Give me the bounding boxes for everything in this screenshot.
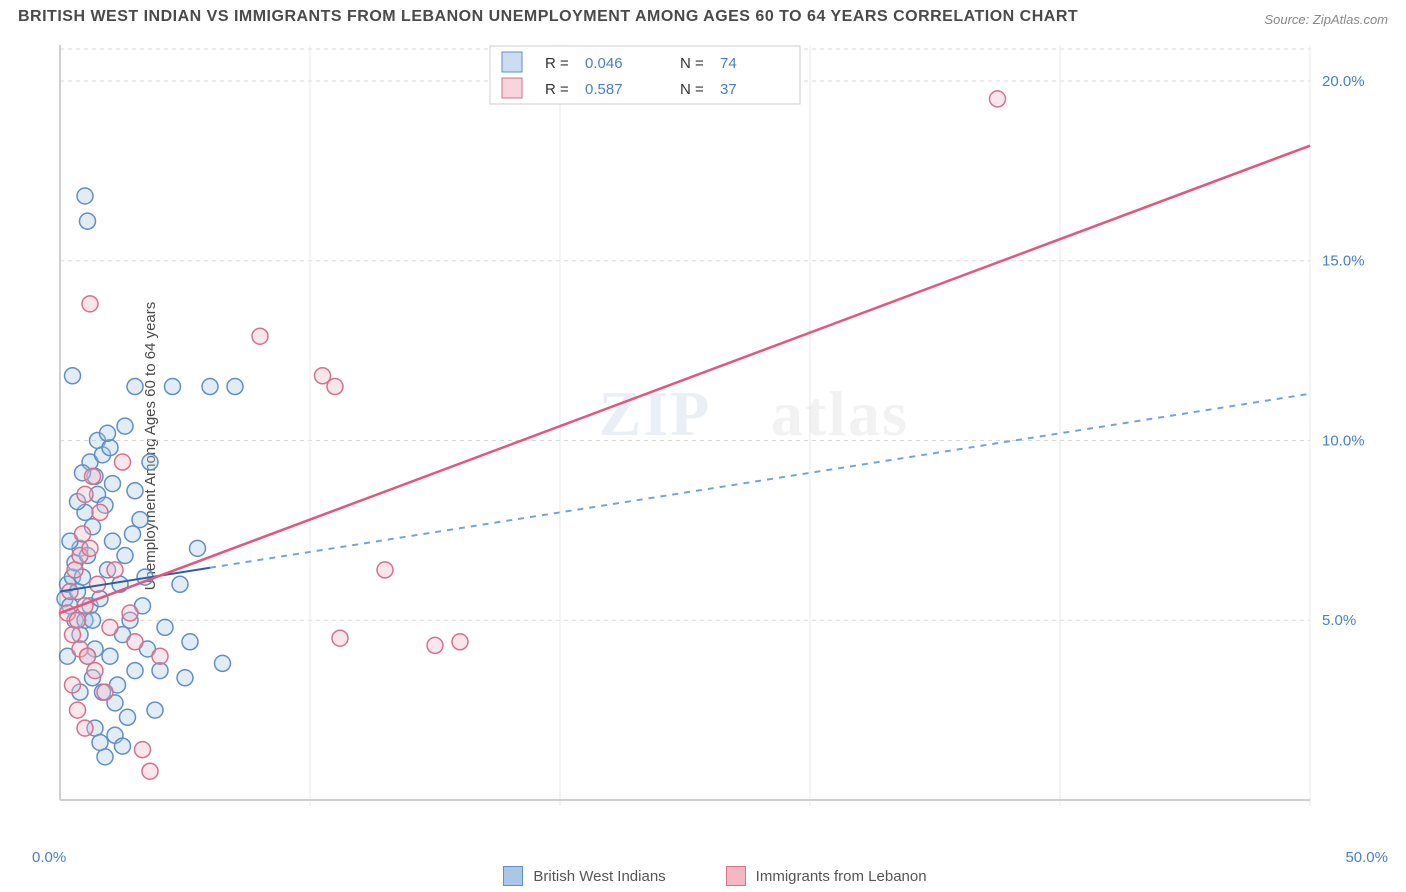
source-label: Source: ZipAtlas.com <box>1264 12 1388 27</box>
svg-text:R =: R = <box>545 81 569 98</box>
legend-swatch-bwi <box>503 866 523 886</box>
svg-text:N =: N = <box>680 81 704 98</box>
svg-text:R =: R = <box>545 55 569 72</box>
legend-swatch-leb <box>726 866 746 886</box>
legend-item-leb: Immigrants from Lebanon <box>726 866 927 886</box>
x-axis-max-label: 50.0% <box>1345 849 1388 866</box>
chart-svg: 5.0% 10.0% 15.0% 20.0% ZIP atlas R = 0.046 N = 74… <box>50 40 1380 830</box>
chart-title: BRITISH WEST INDIAN VS IMMIGRANTS FROM L… <box>18 8 1078 26</box>
svg-text:atlas: atlas <box>771 378 909 449</box>
legend-label-leb: Immigrants from Lebanon <box>756 868 927 885</box>
svg-text:20.0%: 20.0% <box>1322 73 1365 90</box>
svg-text:0.587: 0.587 <box>585 81 623 98</box>
svg-text:5.0%: 5.0% <box>1322 612 1356 629</box>
svg-text:ZIP: ZIP <box>599 378 712 449</box>
svg-text:37: 37 <box>720 81 737 98</box>
svg-text:N =: N = <box>680 55 704 72</box>
svg-text:0.046: 0.046 <box>585 55 623 72</box>
svg-text:15.0%: 15.0% <box>1322 253 1365 270</box>
legend-label-bwi: British West Indians <box>533 868 665 885</box>
series-legend: British West Indians Immigrants from Leb… <box>50 866 1380 886</box>
svg-text:10.0%: 10.0% <box>1322 432 1365 449</box>
x-axis-min-label: 0.0% <box>32 849 66 866</box>
svg-text:74: 74 <box>720 55 737 72</box>
scatter-plot: 5.0% 10.0% 15.0% 20.0% ZIP atlas R = 0.046 N = 74… <box>50 40 1380 830</box>
legend-item-bwi: British West Indians <box>503 866 665 886</box>
